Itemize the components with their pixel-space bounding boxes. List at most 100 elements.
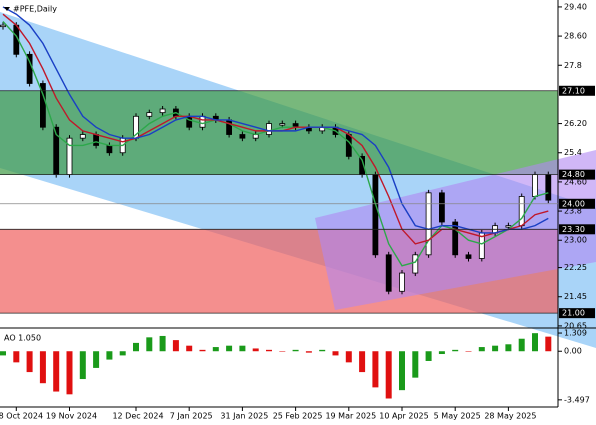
candle-body — [226, 119, 233, 135]
y-tick-label: 28.60 — [564, 32, 587, 41]
y-tick-label: 27.8 — [564, 61, 582, 70]
y-tick-label: 29.40 — [564, 2, 587, 11]
ao-bar — [0, 351, 6, 356]
candle-body — [385, 254, 392, 292]
y-tick-label: 25.4 — [564, 148, 582, 157]
y-tick-label: 22.25 — [564, 263, 587, 272]
ao-bar — [133, 342, 139, 352]
ao-bar — [492, 345, 499, 352]
level-label: 21.00 — [562, 309, 585, 318]
level-label: 24.80 — [562, 170, 585, 179]
x-tick-label: 25 Feb 2025 — [273, 412, 323, 421]
ao-bar — [399, 351, 405, 391]
ao-bar — [266, 349, 272, 352]
x-tick-label: 5 May 2025 — [434, 412, 481, 421]
candle-body — [0, 24, 6, 28]
ao-bar — [505, 344, 512, 352]
candle-body — [505, 225, 512, 228]
ao-bar — [252, 348, 259, 352]
x-tick-label: 28 May 2025 — [484, 412, 536, 421]
ao-bar — [239, 345, 246, 352]
candle-body — [93, 134, 99, 146]
ao-bar — [186, 345, 193, 352]
x-tick-label: 19 Mar 2025 — [325, 412, 376, 421]
candle-body — [106, 145, 113, 154]
ao-bar — [319, 349, 326, 352]
ao-bar — [79, 351, 86, 380]
ao-bar — [106, 351, 113, 360]
zone — [0, 90, 558, 175]
candle-body — [146, 112, 153, 117]
candle-body — [399, 272, 405, 292]
ao-bar — [212, 347, 219, 352]
ao-bar — [292, 349, 299, 352]
ao-bar — [159, 335, 166, 352]
indicator-tick-label: -3.497 — [564, 395, 590, 404]
candle-body — [345, 134, 352, 157]
x-tick-label: 12 Dec 2024 — [112, 412, 163, 421]
y-tick-label: 20.65 — [564, 321, 587, 330]
ao-bar — [66, 351, 73, 395]
x-tick-label: 31 Jan 2025 — [220, 412, 268, 421]
x-tick-label: 28 Oct 2024 — [0, 412, 43, 421]
ao-bar — [425, 351, 432, 361]
level-label-bg — [559, 198, 595, 209]
candle-body — [545, 174, 552, 201]
y-tick-label: 24.60 — [564, 177, 587, 186]
candle-body — [532, 174, 538, 197]
ao-bar — [332, 351, 339, 356]
ao-bar — [532, 333, 538, 352]
level-label-bg — [559, 224, 595, 235]
candle-body — [199, 115, 206, 128]
ao-bar — [385, 351, 392, 399]
ao-bar — [465, 351, 472, 352]
moving-average — [2, 21, 549, 267]
candle-body — [452, 221, 459, 256]
y-tick-label: 23.8 — [564, 207, 582, 216]
candle-body — [266, 123, 272, 135]
candle-body — [518, 196, 525, 227]
candle-body — [372, 174, 379, 256]
candle-body — [40, 83, 46, 128]
plot — [0, 6, 552, 295]
x-tick-label: 7 Jan 2025 — [170, 412, 213, 421]
level-label-bg — [559, 85, 595, 96]
y-tick-label: 23.00 — [564, 236, 587, 245]
ao-bar — [39, 351, 46, 384]
x-tick-label: 19 Nov 2024 — [46, 412, 97, 421]
ao-bar — [478, 347, 485, 352]
ao-bar — [412, 351, 419, 378]
candle-body — [465, 254, 472, 259]
chart-title: #PFE,Daily — [13, 5, 57, 14]
ao-bar — [53, 351, 60, 392]
indicator-title: AO 1.050 — [4, 334, 41, 343]
level-label-bg — [559, 169, 595, 180]
ao-bar — [438, 351, 445, 355]
ao-bar — [26, 351, 33, 373]
candle-body — [438, 192, 445, 223]
ao-bar — [359, 351, 366, 373]
menu-triangle[interactable] — [4, 7, 10, 11]
ao-bar — [119, 351, 126, 356]
ao-bar — [226, 345, 233, 352]
ao-bar — [279, 351, 286, 352]
ao-bar — [199, 349, 206, 352]
candle-body — [279, 123, 286, 126]
y-tick-label: 26.20 — [564, 119, 587, 128]
candle-body — [186, 115, 193, 128]
ao-bar — [172, 340, 179, 352]
candle-body — [425, 192, 432, 256]
moving-average — [2, 6, 549, 234]
ao-bar — [305, 351, 312, 353]
candle-body — [239, 134, 246, 139]
x-tick-label: 10 Apr 2025 — [379, 412, 428, 421]
ao-bar — [452, 349, 459, 352]
candle-body — [159, 108, 166, 114]
candle-body — [79, 134, 86, 139]
y-tick-label: 21.45 — [564, 292, 587, 301]
ao-bar — [372, 351, 379, 388]
ao-bar — [345, 351, 352, 363]
level-label-bg — [559, 308, 595, 319]
